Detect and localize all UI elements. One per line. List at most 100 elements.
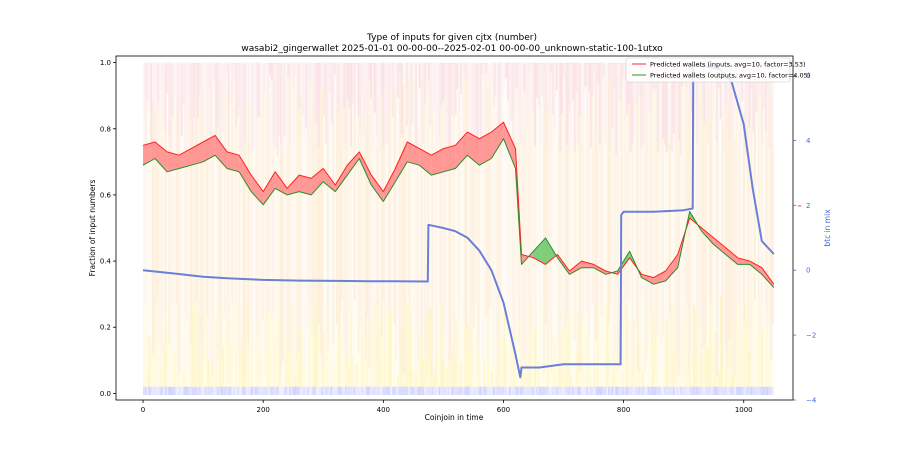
band-pink (270, 62, 273, 81)
band-pink (272, 62, 275, 142)
band-orange (723, 154, 726, 312)
band-pink (667, 62, 670, 133)
band-yellow (559, 371, 562, 387)
band-yellow (326, 351, 329, 387)
band-yellow (434, 348, 437, 387)
band-pink (319, 62, 322, 91)
band-orange (528, 73, 531, 300)
band-blue (476, 386, 479, 396)
band-yellow (607, 322, 610, 387)
band-orange (350, 147, 353, 313)
band-orange (186, 95, 189, 324)
band-blue (159, 386, 162, 396)
band-pink (478, 62, 481, 135)
band-orange (577, 145, 580, 313)
band-pink (409, 62, 412, 144)
band-orange (507, 100, 509, 335)
band-pink (155, 62, 158, 149)
fill-inputs-above (569, 261, 582, 275)
band-orange (708, 87, 711, 296)
band-yellow (188, 371, 190, 387)
band-pink (537, 62, 540, 106)
band-pink (535, 62, 538, 98)
band-pink (768, 62, 771, 150)
band-pink (173, 62, 176, 82)
band-pink (308, 62, 311, 86)
band-orange (568, 111, 571, 315)
band-yellow (480, 348, 482, 387)
band-blue (726, 386, 729, 396)
band-yellow (717, 372, 720, 387)
band-yellow (216, 357, 219, 387)
band-pink (305, 62, 308, 128)
fill-inputs-above (503, 122, 516, 169)
band-orange (649, 113, 652, 330)
band-yellow (152, 353, 154, 387)
band-orange (265, 95, 268, 351)
y2-tick-label: 6 (806, 72, 811, 80)
band-orange (393, 91, 396, 325)
band-pink (582, 62, 585, 115)
band-yellow (546, 367, 549, 387)
band-yellow (395, 358, 398, 387)
band-yellow (761, 328, 763, 387)
band-orange (373, 112, 376, 303)
band-pink (234, 62, 237, 127)
band-blue (416, 386, 419, 396)
band-yellow (218, 298, 221, 387)
band-orange (575, 92, 578, 349)
band-blue (730, 386, 733, 396)
band-blue (236, 386, 239, 396)
band-blue (220, 386, 223, 396)
band-pink (370, 62, 372, 100)
band-blue (337, 386, 340, 396)
band-yellow (389, 313, 392, 387)
band-blue (285, 386, 288, 396)
band-orange (674, 144, 677, 361)
band-orange (198, 93, 201, 313)
band-pink (589, 62, 592, 148)
band-pink (514, 62, 517, 89)
band-pink (278, 62, 280, 136)
band-yellow (162, 340, 165, 387)
band-pink (233, 62, 235, 82)
band-orange (343, 107, 345, 349)
legend-box (625, 57, 791, 83)
band-yellow (575, 348, 578, 387)
band-yellow (609, 301, 612, 387)
band-orange (341, 99, 344, 300)
band-blue (701, 386, 704, 396)
band-pink (481, 62, 484, 76)
band-yellow (588, 336, 590, 387)
band-orange (247, 103, 250, 347)
x-axis-label: Coinjoin in time (425, 413, 484, 422)
band-orange (270, 80, 273, 320)
band-yellow (472, 329, 475, 387)
band-yellow (247, 346, 250, 387)
band-blue (303, 386, 306, 396)
band-yellow (512, 336, 515, 387)
band-yellow (314, 322, 317, 387)
band-orange (215, 144, 217, 317)
band-yellow (649, 329, 652, 387)
band-pink (712, 62, 715, 114)
band-orange (490, 90, 493, 372)
band-pink (352, 62, 354, 104)
band-blue (550, 386, 553, 396)
band-blue (553, 386, 556, 396)
band-blue (613, 386, 616, 396)
band-orange (699, 76, 702, 358)
band-pink (555, 62, 558, 91)
band-yellow (406, 304, 408, 387)
band-yellow (541, 295, 544, 387)
band-orange (326, 145, 329, 352)
band-blue (674, 386, 677, 396)
band-pink (714, 62, 717, 141)
band-pink (595, 62, 598, 133)
band-pink (180, 62, 183, 137)
band-yellow (285, 335, 288, 387)
x-tick-label: 600 (497, 406, 510, 414)
band-pink (332, 62, 335, 126)
band-orange (197, 118, 199, 371)
band-blue (651, 386, 654, 396)
